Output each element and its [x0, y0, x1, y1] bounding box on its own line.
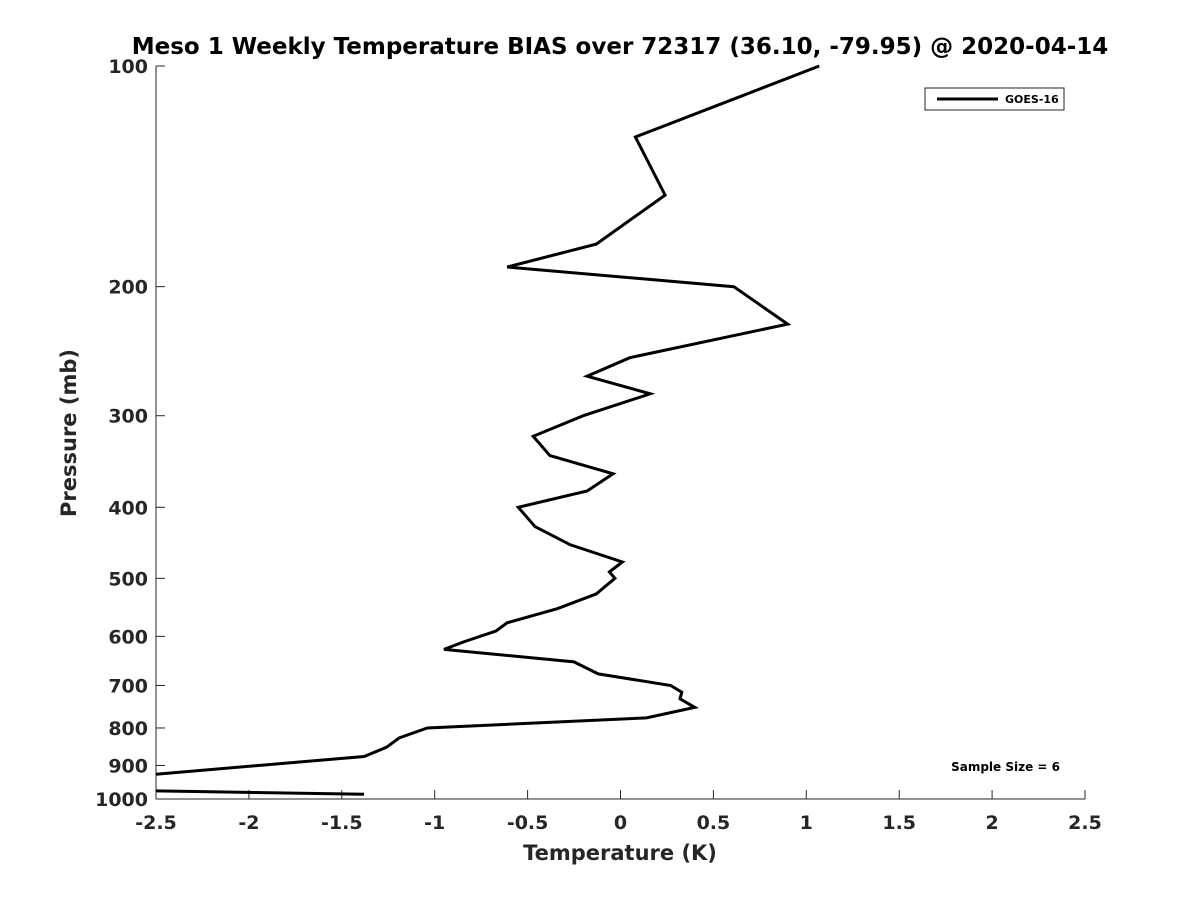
series-line-goes-16 — [155, 789, 365, 796]
x-tick-label: 2.5 — [1068, 812, 1102, 834]
chart-title: Meso 1 Weekly Temperature BIAS over 7231… — [132, 34, 1109, 60]
x-tick-label: -1.5 — [321, 812, 363, 834]
x-tick-label: -2 — [238, 812, 259, 834]
y-tick-label: 300 — [108, 406, 148, 428]
x-tick-label: 2 — [985, 812, 998, 834]
legend-label-goes-16: GOES-16 — [1005, 93, 1059, 106]
y-tick-label: 600 — [108, 626, 148, 648]
y-tick-label: 700 — [108, 675, 148, 697]
y-axis-label: Pressure (mb) — [57, 349, 81, 517]
x-axis-label: Temperature (K) — [523, 841, 717, 865]
x-tick-label: -2.5 — [135, 812, 177, 834]
x-axis: -2.5 -2 -1.5 -1 -0.5 0 0.5 1 1.5 2 2.5 — [135, 790, 1102, 834]
y-tick-label: 500 — [108, 568, 148, 590]
x-tick-label: -1 — [424, 812, 445, 834]
series-line-goes-16 — [155, 64, 820, 776]
y-tick-label: 400 — [108, 497, 148, 519]
y-tick-label: 100 — [108, 56, 148, 78]
series-layer — [155, 64, 820, 796]
legend: GOES-16 — [924, 87, 1065, 111]
y-tick-label: 1000 — [95, 789, 148, 811]
x-tick-label: 0 — [614, 812, 627, 834]
x-tick-label: 0.5 — [697, 812, 731, 834]
x-tick-label: 1.5 — [882, 812, 916, 834]
x-tick-label: -0.5 — [507, 812, 549, 834]
y-tick-label: 800 — [108, 718, 148, 740]
y-axis: 100 200 300 400 500 600 700 800 900 1000 — [95, 56, 165, 811]
y-tick-label: 900 — [108, 755, 148, 777]
x-tick-label: 1 — [800, 812, 813, 834]
y-tick-label: 200 — [108, 277, 148, 299]
sample-size-annotation: Sample Size = 6 — [951, 760, 1060, 774]
